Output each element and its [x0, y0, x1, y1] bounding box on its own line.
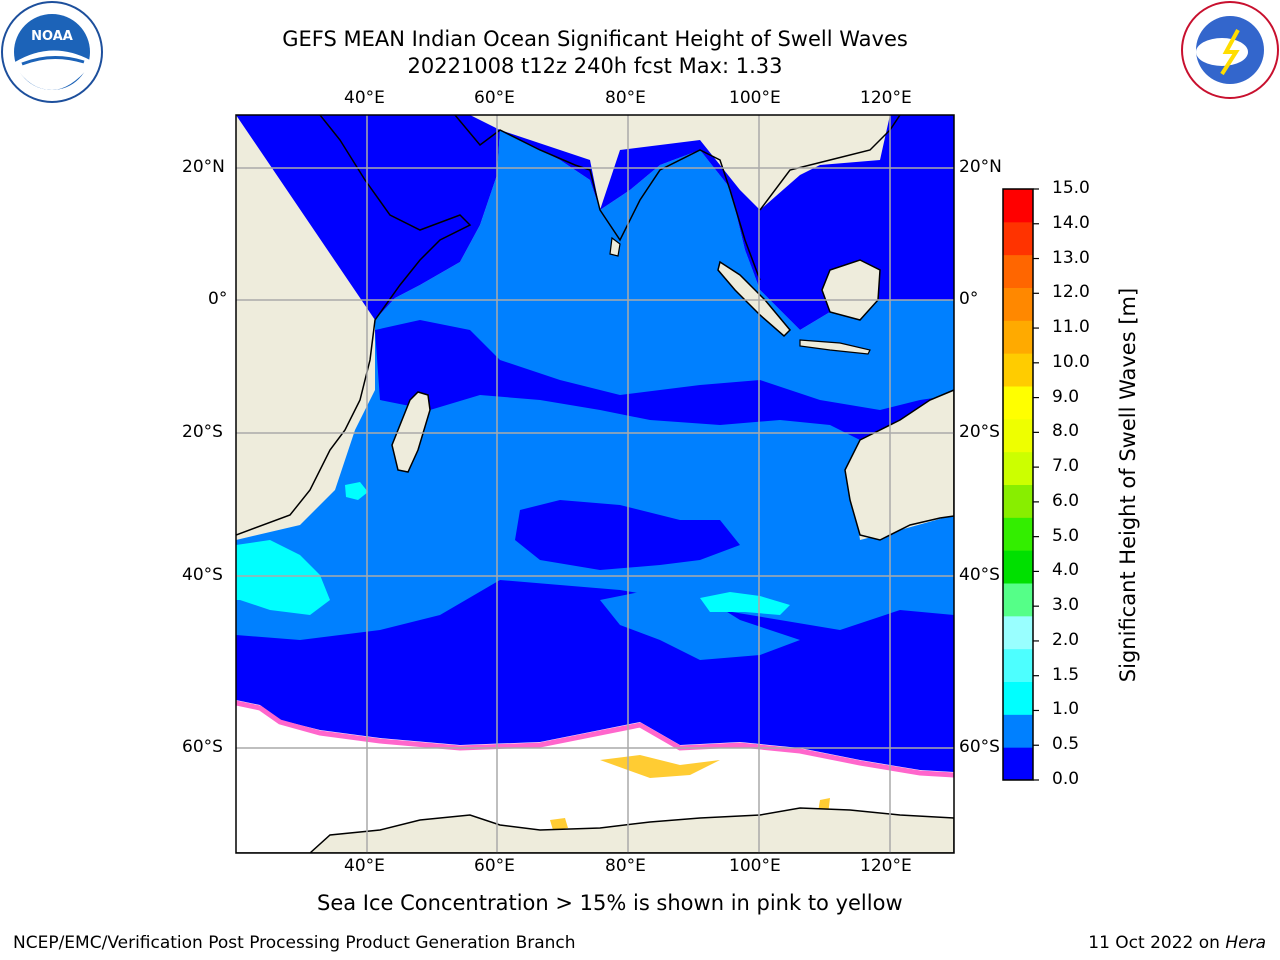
footer-date: 11 Oct 2022 on [1088, 933, 1226, 953]
national-weather-service-logo [1181, 1, 1279, 99]
noaa-logo-text: NOAA [31, 29, 73, 44]
lat-tick-right-40s: 40°S [959, 565, 1000, 585]
colorbar-tick-label: 1.0 [1052, 699, 1080, 720]
colorbar-tick-label: 1.5 [1052, 664, 1080, 685]
colorbar-title: Significant Height of Swell Waves [m] [1116, 287, 1140, 683]
lon-tick-top-80: 80°E [605, 88, 646, 108]
map-panel [236, 115, 954, 853]
colorbar-tick-label: 6.0 [1052, 490, 1080, 511]
chart-title: GEFS MEAN Indian Ocean Significant Heigh… [282, 27, 908, 51]
colorbar-tick-label: 0.0 [1052, 769, 1080, 789]
lon-tick-top-120: 120°E [860, 88, 912, 108]
colorbar-segment [1003, 221, 1033, 256]
colorbar-tick-label: 0.5 [1052, 734, 1080, 755]
footer-right: 11 Oct 2022 on Hera [1088, 933, 1266, 953]
footer-left: NCEP/EMC/Verification Post Processing Pr… [13, 933, 576, 953]
colorbar [1003, 188, 1039, 781]
colorbar-segment [1003, 254, 1033, 288]
colorbar-segment [1003, 451, 1033, 485]
lat-tick-right-0: 0° [959, 289, 979, 309]
lat-tick-left-20s: 20°S [182, 422, 223, 442]
colorbar-segment [1003, 386, 1033, 420]
lon-tick-bottom-80: 80°E [605, 856, 646, 876]
colorbar-tick-label: 10.0 [1052, 351, 1090, 372]
colorbar-segment [1003, 418, 1033, 453]
colorbar-segment [1003, 484, 1033, 518]
colorbar-tick-label: 9.0 [1052, 386, 1080, 407]
colorbar-tick-label: 3.0 [1052, 595, 1080, 616]
noaa-logo: NOAA [1, 1, 103, 103]
lon-tick-top-40: 40°E [344, 88, 385, 108]
footer-host: Hera [1225, 933, 1266, 953]
colorbar-segment [1003, 681, 1033, 715]
colorbar-segment [1003, 353, 1033, 387]
colorbar-segment [1003, 648, 1033, 682]
lat-tick-left-0: 0° [208, 289, 228, 309]
lat-tick-right-60s: 60°S [959, 737, 1000, 757]
lon-tick-bottom-60: 60°E [474, 856, 515, 876]
colorbar-tick-label: 2.0 [1052, 629, 1080, 650]
colorbar-segment [1003, 615, 1033, 650]
lon-tick-top-60: 60°E [474, 88, 515, 108]
colorbar-tick-label: 15.0 [1052, 178, 1090, 198]
colorbar-tick-label: 4.0 [1052, 560, 1080, 581]
colorbar-segment [1003, 320, 1033, 354]
lat-tick-left-40s: 40°S [182, 565, 223, 585]
lat-tick-left-60s: 60°S [182, 737, 223, 757]
colorbar-tick-label: 7.0 [1052, 456, 1080, 477]
colorbar-tick-label: 13.0 [1052, 247, 1090, 268]
colorbar-tick-label: 8.0 [1052, 421, 1080, 442]
colorbar-segment [1003, 550, 1033, 584]
lat-tick-right-20s: 20°S [959, 422, 1000, 442]
colorbar-segment [1003, 714, 1033, 748]
colorbar-tick-label: 5.0 [1052, 525, 1080, 546]
colorbar-segment [1003, 287, 1033, 321]
lat-tick-right-20n: 20°N [959, 157, 1002, 177]
lon-tick-bottom-120: 120°E [860, 856, 912, 876]
colorbar-tick-label: 14.0 [1052, 212, 1090, 233]
chart-subtitle: 20221008 t12z 240h fcst Max: 1.33 [407, 54, 783, 78]
colorbar-segment [1003, 583, 1033, 617]
lat-tick-left-20n: 20°N [182, 157, 225, 177]
lon-tick-bottom-100: 100°E [729, 856, 781, 876]
map-frame [235, 114, 955, 854]
sea-ice-note: Sea Ice Concentration > 15% is shown in … [317, 891, 903, 915]
lon-tick-top-100: 100°E [729, 88, 781, 108]
colorbar-tick-label: 12.0 [1052, 282, 1090, 303]
colorbar-segment [1003, 517, 1033, 551]
lon-tick-bottom-40: 40°E [344, 856, 385, 876]
colorbar-segment [1003, 189, 1033, 223]
colorbar-tick-label: 11.0 [1052, 317, 1090, 338]
colorbar-segment [1003, 747, 1033, 781]
